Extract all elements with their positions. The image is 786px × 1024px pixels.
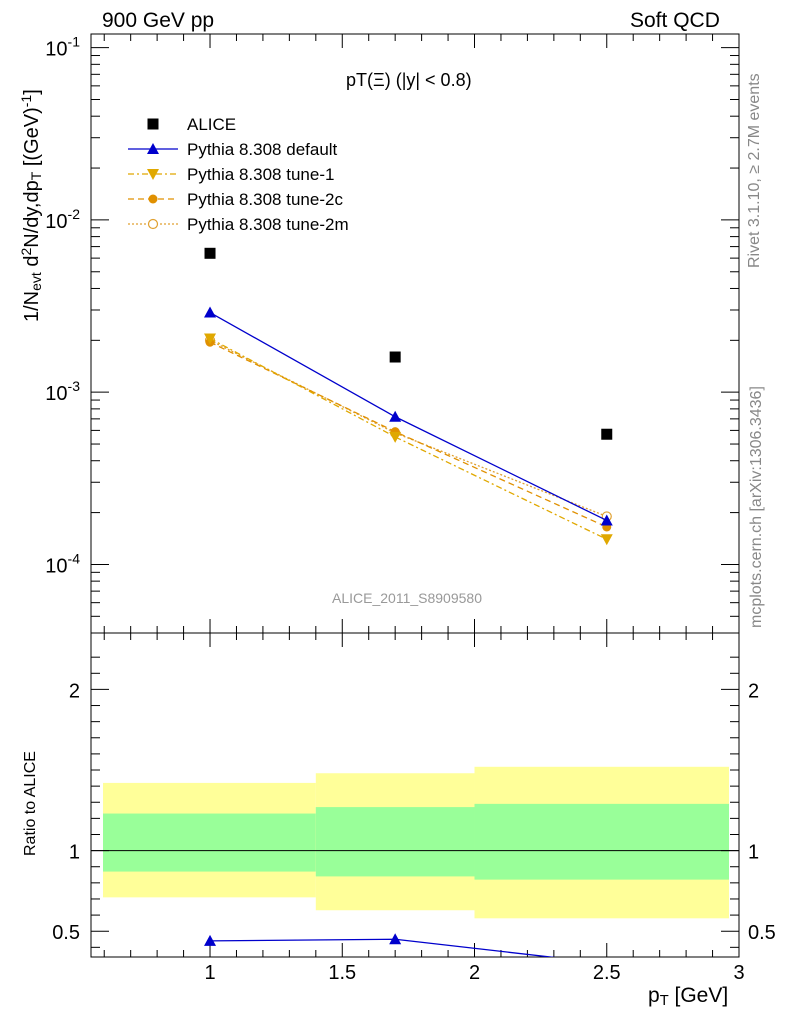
data-point [601, 428, 613, 440]
series-pythia-8-308-tune-1 [204, 333, 613, 546]
legend-label: Pythia 8.308 tune-2m [187, 215, 349, 234]
legend-marker [147, 169, 159, 180]
ratio-panel-border [90, 632, 740, 958]
ratio-uncertainty-bands [103, 766, 729, 919]
data-point [600, 534, 613, 546]
ratio-y-tick-label-left: 2 [69, 680, 80, 702]
ratio-band-green [315, 807, 475, 877]
rivet-version-text: Rivet 3.1.10, ≥ 2.7M events [746, 73, 763, 268]
ratio-y-axis-label: Ratio to ALICE [22, 751, 39, 856]
main-panel-series [204, 247, 613, 546]
ratio-point [389, 933, 402, 945]
legend-marker [147, 118, 159, 130]
series-pythia-8-308-tune-2c [205, 337, 612, 532]
ratio-point [204, 934, 217, 946]
series-pythia-8-308-default [204, 306, 613, 526]
data-point [204, 306, 217, 318]
y-tick-label: 10-3 [45, 378, 80, 405]
ratio-panel-series [204, 933, 557, 957]
series-line [209, 311, 608, 522]
series-alice [204, 247, 613, 440]
ratio-y-tick-label-left: 1 [69, 842, 80, 864]
main-y-axis-label: 1/Nevt d2N/dy,dpT [(GeV)-1] [18, 89, 44, 322]
x-tick-label: 1 [204, 962, 215, 984]
data-point [204, 247, 216, 259]
y-tick-label: 10-2 [45, 206, 80, 233]
legend-label: Pythia 8.308 tune-1 [187, 165, 334, 184]
plot-title: pT(Ξ) (|y| < 0.8) [346, 70, 472, 90]
header-right-title: Soft QCD [630, 9, 720, 32]
y-tick-label: 10-1 [45, 34, 80, 61]
x-tick-label: 2 [469, 962, 480, 984]
analysis-id-watermark: ALICE_2011_S8909580 [332, 590, 482, 606]
ratio-panel-frame [90, 34, 740, 958]
x-tick-label: 3 [733, 962, 744, 984]
data-point [389, 410, 402, 422]
legend-label: Pythia 8.308 default [187, 140, 338, 159]
ratio-band-green [474, 803, 729, 880]
ratio-series-default [204, 933, 557, 957]
y-tick-label: 10-4 [45, 550, 80, 577]
legend-label: Pythia 8.308 tune-2c [187, 190, 343, 209]
ratio-band-green [103, 813, 316, 872]
header-left-title: 900 GeV pp [102, 9, 215, 32]
data-point [204, 333, 217, 345]
ratio-y-tick-label-right: 2 [748, 680, 759, 702]
mcplots-reference-text: mcplots.cern.ch [arXiv:1306.3436] [748, 386, 765, 628]
x-axis-label: pT [GeV] [648, 984, 729, 1009]
legend-marker [147, 218, 159, 230]
ratio-line [210, 938, 557, 957]
data-point [600, 514, 613, 526]
x-tick-label: 1.5 [328, 962, 356, 984]
series-line [209, 337, 608, 540]
data-point [389, 351, 401, 363]
legend: ALICE Pythia 8.308 default Pythia 8.308 tu… [128, 115, 349, 234]
series-line [209, 341, 608, 528]
data-point [389, 431, 402, 443]
legend-marker [148, 194, 158, 204]
legend-marker [147, 143, 159, 154]
ratio-y-tick-label-right: 0.5 [748, 922, 776, 944]
ratio-y-tick-label-left: 0.5 [52, 922, 80, 944]
x-tick-label: 2.5 [593, 962, 621, 984]
tick-labels: 1 1.5 2 2.5 3 10-4 10-3 10-2 10-1 0.5 0.5 1 1 2 2 [45, 34, 776, 984]
ratio-y-tick-label-right: 1 [748, 842, 759, 864]
legend-label: ALICE [187, 115, 236, 134]
series-line [209, 339, 607, 518]
